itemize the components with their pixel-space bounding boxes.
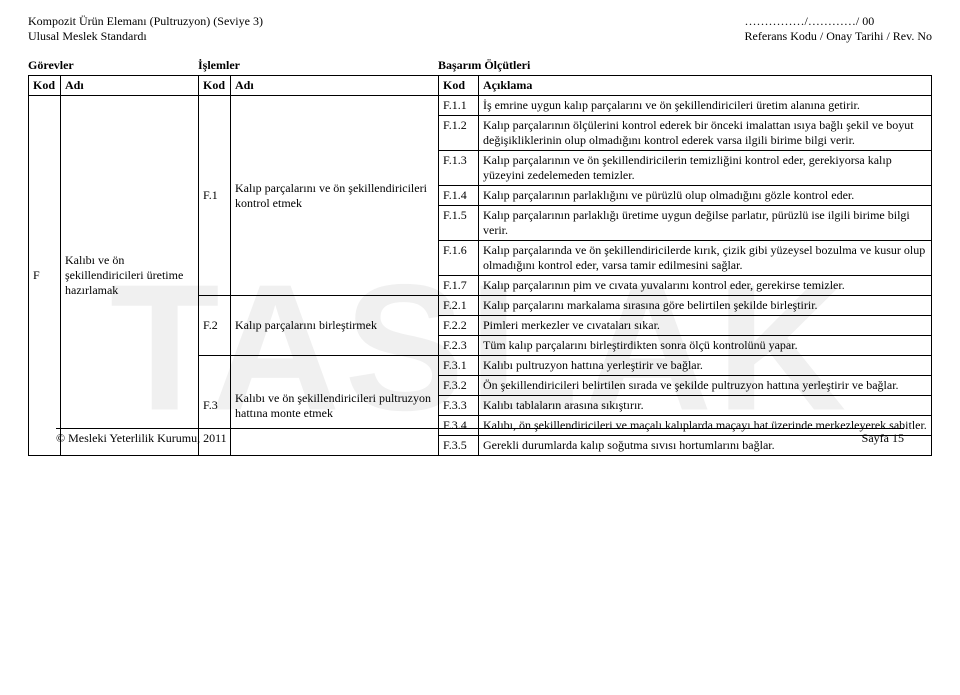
row-text: Kalıp parçalarının pim ve cıvata yuvalar… <box>479 276 932 296</box>
row-text: Kalıbı tablaların arasına sıkıştırır. <box>479 396 932 416</box>
row-text: Kalıp parçalarında ve ön şekillendiricil… <box>479 241 932 276</box>
row-kod: F.3.1 <box>439 356 479 376</box>
row-text: İş emrine uygun kalıp parçalarını ve ön … <box>479 96 932 116</box>
row-text: Kalıp parçalarının parlaklığını ve pürüz… <box>479 186 932 206</box>
header-right-line2: Referans Kodu / Onay Tarihi / Rev. No <box>745 29 932 44</box>
footer-left: © Mesleki Yeterlilik Kurumu, 2011 <box>56 431 227 446</box>
th-adi-1: Adı <box>61 76 199 96</box>
row-text: Kalıp parçalarının ve ön şekillendiricil… <box>479 151 932 186</box>
section-islemler: İşlemler <box>198 58 438 73</box>
th-adi-2: Adı <box>231 76 439 96</box>
row-kod: F.3.3 <box>439 396 479 416</box>
page-header: Kompozit Ürün Elemanı (Pultruzyon) (Sevi… <box>28 14 932 44</box>
section-headings: Görevler İşlemler Başarım Ölçütleri <box>28 58 932 73</box>
th-aciklama: Açıklama <box>479 76 932 96</box>
row-kod: F.1.7 <box>439 276 479 296</box>
header-left-line1: Kompozit Ürün Elemanı (Pultruzyon) (Sevi… <box>28 14 263 29</box>
table-row: F Kalıbı ve ön şekillendiricileri üretim… <box>29 96 932 116</box>
islem-f2-kod: F.2 <box>199 296 231 356</box>
gorev-kod: F <box>29 96 61 456</box>
row-text: Pimleri merkezler ve cıvataları sıkar. <box>479 316 932 336</box>
section-gorevler: Görevler <box>28 58 198 73</box>
row-text: Tüm kalıp parçalarını birleştirdikten so… <box>479 336 932 356</box>
row-text: Kalıp parçalarını markalama sırasına gör… <box>479 296 932 316</box>
row-kod: F.2.3 <box>439 336 479 356</box>
row-text: Kalıp parçalarının parlaklığı üretime uy… <box>479 206 932 241</box>
row-kod: F.1.1 <box>439 96 479 116</box>
islem-f1-kod: F.1 <box>199 96 231 296</box>
table-header-row: Kod Adı Kod Adı Kod Açıklama <box>29 76 932 96</box>
section-basarim: Başarım Ölçütleri <box>438 58 932 73</box>
header-left-line2: Ulusal Meslek Standardı <box>28 29 263 44</box>
gorev-adi: Kalıbı ve ön şekillendiricileri üretime … <box>61 96 199 456</box>
criteria-table: Kod Adı Kod Adı Kod Açıklama F Kalıbı ve… <box>28 75 932 456</box>
row-text: Kalıp parçalarının ölçülerini kontrol ed… <box>479 116 932 151</box>
page-footer: © Mesleki Yeterlilik Kurumu, 2011 Sayfa … <box>56 428 904 446</box>
row-kod: F.1.3 <box>439 151 479 186</box>
row-kod: F.1.2 <box>439 116 479 151</box>
row-kod: F.1.4 <box>439 186 479 206</box>
th-kod-1: Kod <box>29 76 61 96</box>
row-kod: F.2.1 <box>439 296 479 316</box>
row-kod: F.1.6 <box>439 241 479 276</box>
th-kod-3: Kod <box>439 76 479 96</box>
row-kod: F.2.2 <box>439 316 479 336</box>
islem-f2-adi: Kalıp parçalarını birleştirmek <box>231 296 439 356</box>
header-right-line1: ……………/…………/ 00 <box>745 14 932 29</box>
row-kod: F.3.2 <box>439 376 479 396</box>
th-kod-2: Kod <box>199 76 231 96</box>
footer-right: Sayfa 15 <box>862 431 904 446</box>
row-kod: F.1.5 <box>439 206 479 241</box>
islem-f1-adi: Kalıp parçalarını ve ön şekillendiricile… <box>231 96 439 296</box>
row-text: Ön şekillendiricileri belirtilen sırada … <box>479 376 932 396</box>
row-text: Kalıbı pultruzyon hattına yerleştirir ve… <box>479 356 932 376</box>
